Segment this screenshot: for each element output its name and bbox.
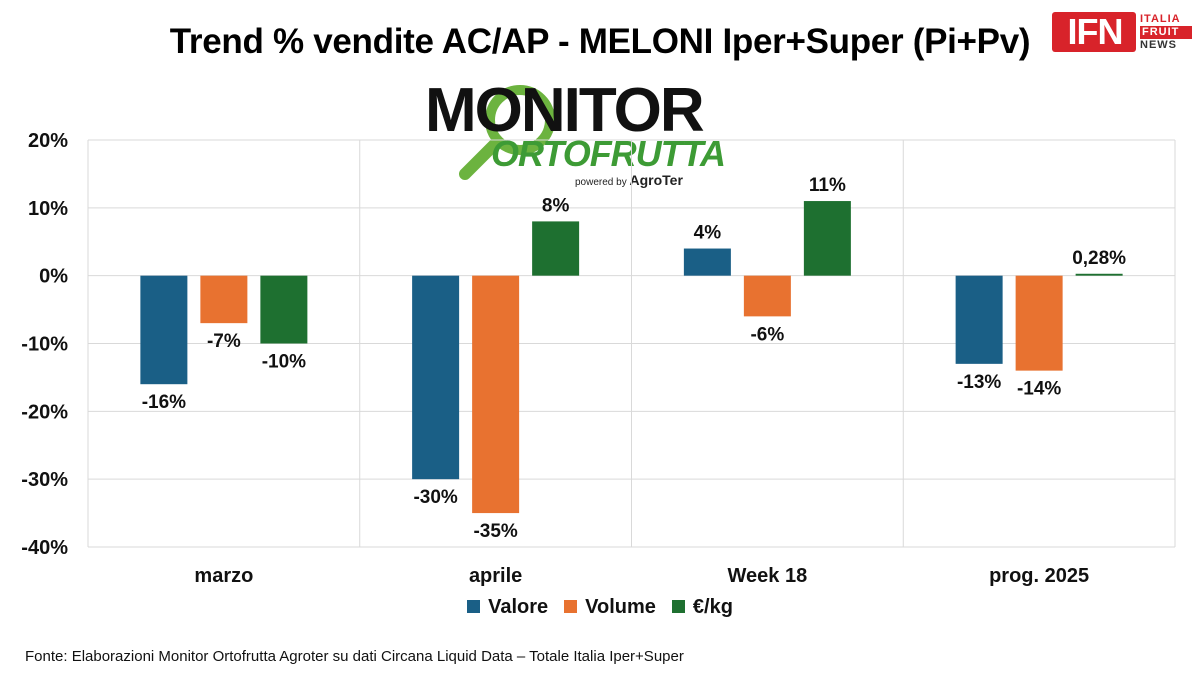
x-tick-label: aprile xyxy=(469,565,522,587)
legend-label: €/kg xyxy=(692,596,733,618)
bar-volume xyxy=(743,275,791,317)
ifn-word-3: NEWS xyxy=(1140,39,1177,51)
bar-kg xyxy=(260,275,308,344)
data-label: 11% xyxy=(809,175,846,196)
bar-kg xyxy=(803,201,851,276)
data-label: -35% xyxy=(473,521,517,542)
y-tick-label: 10% xyxy=(28,198,68,220)
logo-powered-by: powered by AgroTer xyxy=(575,172,683,188)
bar-valore xyxy=(955,275,1003,364)
x-tick-label: marzo xyxy=(194,565,253,587)
data-label: -16% xyxy=(142,392,186,413)
chart-title: Trend % vendite AC/AP - MELONI Iper+Supe… xyxy=(169,22,1031,61)
y-tick-label: 0% xyxy=(39,266,68,288)
ifn-word-2: FRUIT xyxy=(1140,26,1192,39)
bar-valore xyxy=(412,275,460,480)
source-note: Fonte: Elaborazioni Monitor Ortofrutta A… xyxy=(25,648,684,665)
y-tick-label: -40% xyxy=(21,537,68,559)
y-tick-label: -20% xyxy=(21,401,68,423)
data-label: 8% xyxy=(542,195,570,216)
x-tick-label: Week 18 xyxy=(728,565,808,587)
data-label: -30% xyxy=(413,487,457,508)
legend-item: €/kg xyxy=(671,596,733,619)
x-tick-label: prog. 2025 xyxy=(989,565,1089,587)
y-tick-label: -10% xyxy=(21,334,68,356)
legend-swatch xyxy=(671,600,685,613)
ifn-logo: IFN ITALIA FRUIT NEWS xyxy=(1052,12,1192,54)
bar-valore xyxy=(140,275,188,385)
data-label: -7% xyxy=(207,331,241,352)
magnifier-icon xyxy=(459,85,555,180)
y-tick-label: -30% xyxy=(21,469,68,491)
data-label: 0,28% xyxy=(1072,248,1126,269)
bar-kg xyxy=(532,221,580,276)
legend-label: Valore xyxy=(488,596,549,618)
data-label: -13% xyxy=(957,372,1001,393)
legend-item: Volume xyxy=(564,596,656,619)
legend-item: Valore xyxy=(467,596,548,619)
data-label: -10% xyxy=(262,352,306,373)
logo-main-text: MONITOR xyxy=(425,76,705,145)
legend-swatch xyxy=(467,600,481,613)
bar-volume xyxy=(1015,275,1063,371)
bar-valore xyxy=(683,248,731,276)
bar-volume xyxy=(472,275,520,514)
y-tick-label: 20% xyxy=(28,130,68,152)
legend-label: Volume xyxy=(585,596,656,618)
legend-swatch xyxy=(564,600,578,613)
data-label: -14% xyxy=(1017,379,1061,400)
chart-legend: Valore Volume €/kg xyxy=(0,596,1200,619)
powered-prefix: powered by xyxy=(575,177,627,188)
bar-volume xyxy=(200,275,248,324)
data-label: -6% xyxy=(750,324,784,345)
ifn-word-1: ITALIA xyxy=(1140,13,1181,25)
data-label: 4% xyxy=(694,223,722,244)
powered-brand: AgroTer xyxy=(629,172,683,188)
bar-kg xyxy=(1075,273,1123,276)
ifn-logo-box xyxy=(1052,12,1136,52)
ifn-logo-words: ITALIA FRUIT NEWS xyxy=(1140,13,1192,52)
ifn-logo-text: IFN xyxy=(1067,11,1124,52)
